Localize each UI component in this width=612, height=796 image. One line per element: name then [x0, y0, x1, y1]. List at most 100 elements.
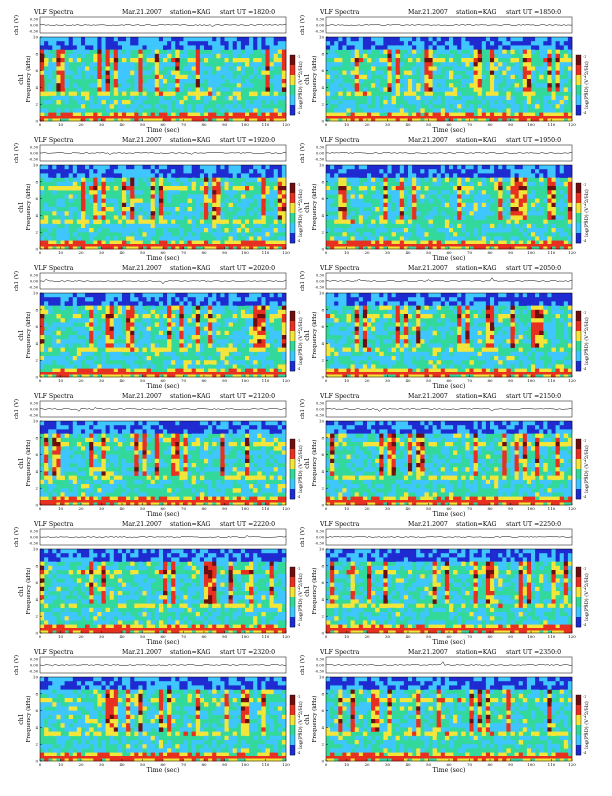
- spectrogram-cell: [498, 66, 502, 71]
- spectrogram-cell: [126, 306, 130, 311]
- spectrogram-cell: [110, 310, 114, 315]
- spectrogram-cell: [110, 318, 114, 323]
- spectrogram-cell: [543, 169, 547, 174]
- spectrogram-cell: [114, 66, 118, 71]
- spectrogram-cell: [547, 104, 551, 109]
- spectrogram-cell: [429, 211, 433, 216]
- spectrogram-cell: [449, 45, 453, 50]
- amplitude-tick-label: 0.00: [316, 24, 325, 28]
- spectrogram-cell: [404, 108, 408, 113]
- spectrogram-cell: [527, 41, 531, 46]
- spectrogram-cell: [184, 343, 188, 348]
- spectrogram-cell: [44, 71, 48, 76]
- spectrogram-cell: [506, 178, 510, 183]
- spectrogram-cell: [229, 356, 233, 361]
- spectrogram-cell: [241, 207, 245, 212]
- spectrogram-cell: [564, 232, 568, 237]
- spectrogram-cell: [97, 50, 101, 55]
- spectrogram-cell: [106, 293, 110, 298]
- spectrogram-cell: [270, 228, 274, 233]
- spectrogram-cell: [494, 228, 498, 233]
- spectrogram-cell: [188, 306, 192, 311]
- spectrogram-cell: [147, 92, 151, 97]
- spectrogram-cell: [220, 62, 224, 66]
- spectrogram-cell: [474, 232, 478, 237]
- spectrogram-cell: [122, 71, 126, 76]
- spectrogram-cell: [159, 96, 163, 101]
- spectrogram-cell: [261, 352, 265, 357]
- spectrogram-cell: [351, 169, 355, 174]
- spectrogram-cell: [261, 203, 265, 208]
- spectrogram-cell: [523, 207, 527, 212]
- spectrogram-cell: [457, 203, 461, 208]
- spectrogram-cell: [220, 364, 224, 369]
- y-tick-label: 4: [35, 85, 38, 90]
- x-tick-label: 70: [181, 250, 187, 255]
- spectrogram-cell: [65, 62, 69, 66]
- spectrogram-cell: [52, 228, 56, 233]
- spectrogram-cell: [93, 331, 97, 336]
- spectrogram-cell: [388, 186, 392, 191]
- spectrogram-cell: [130, 215, 134, 220]
- spectrogram-cell: [282, 352, 286, 357]
- spectrogram-cell: [212, 50, 216, 55]
- spectrogram-cell: [282, 58, 286, 63]
- spectrogram-cell: [138, 50, 142, 55]
- spectrogram-cell: [515, 50, 519, 55]
- spectrogram-cell: [192, 37, 196, 42]
- spectrogram-cell: [56, 66, 60, 71]
- spectrogram-cell: [261, 75, 265, 80]
- spectrogram-cell: [155, 215, 159, 220]
- spectrogram-cell: [179, 211, 183, 216]
- colorbar-segment: [576, 55, 581, 65]
- spectrogram-cell: [175, 207, 179, 212]
- spectrogram-cell: [147, 236, 151, 241]
- spectrogram-cell: [102, 45, 106, 50]
- spectrogram-cell: [229, 190, 233, 195]
- spectrogram-cell: [155, 293, 159, 298]
- spectrogram-cell: [494, 87, 498, 92]
- spectrogram-cell: [274, 335, 278, 340]
- spectrogram-cell: [130, 293, 134, 298]
- frequency-axis-label: Frequency (kHz): [25, 312, 32, 359]
- spectrogram-cell: [89, 169, 93, 174]
- spectrogram-cell: [93, 215, 97, 220]
- spectrogram-cell: [241, 37, 245, 42]
- spectrogram-cell: [220, 54, 224, 59]
- spectrogram-cell: [134, 335, 138, 340]
- spectrogram-cell: [159, 310, 163, 315]
- spectrogram-cell: [233, 228, 237, 233]
- spectrogram-cell: [233, 50, 237, 55]
- colorbar-segment: [576, 193, 581, 203]
- spectrogram-cell: [334, 75, 338, 80]
- spectrogram-cell: [151, 360, 155, 365]
- spectrogram-cell: [97, 343, 101, 348]
- spectrogram-cell: [69, 318, 73, 323]
- spectrogram-cell: [175, 169, 179, 174]
- colorbar-segment: [290, 75, 295, 85]
- spectrogram-cell: [363, 165, 367, 170]
- spectrogram-cell: [375, 178, 379, 183]
- colorbar-segment: [576, 223, 581, 233]
- spectrogram-cell: [40, 37, 44, 42]
- spectrogram-cell: [102, 199, 106, 204]
- spectrogram-cell: [93, 314, 97, 319]
- spectrogram-cell: [163, 293, 167, 298]
- spectrogram-cell: [159, 186, 163, 191]
- spectrogram-cell: [163, 310, 167, 315]
- spectrogram-cell: [208, 58, 212, 63]
- spectrogram-cell: [261, 335, 265, 340]
- spectrogram-cell: [48, 62, 52, 66]
- spectrogram-cell: [138, 165, 142, 170]
- spectrogram-cell: [396, 50, 400, 55]
- spectrogram-cell: [498, 75, 502, 80]
- spectrogram-cell: [274, 71, 278, 76]
- spectrogram-cell: [65, 182, 69, 187]
- spectrogram-cell: [126, 45, 130, 50]
- spectrogram-cell: [543, 220, 547, 225]
- spectrogram-cell: [416, 211, 420, 216]
- spectrogram-cell: [334, 236, 338, 241]
- spectrogram-cell: [143, 75, 147, 80]
- spectrogram-cell: [237, 297, 241, 302]
